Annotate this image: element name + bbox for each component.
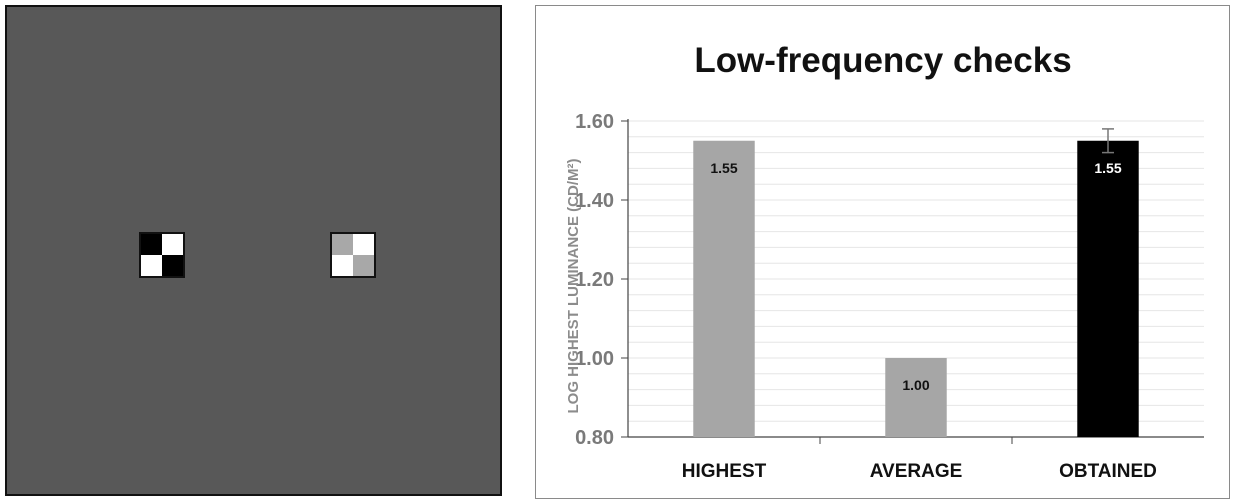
y-tick-label: 0.80 [575,427,614,449]
bar-obtained [1077,140,1139,437]
data-label: 1.00 [902,377,929,393]
y-tick-label: 1.40 [575,190,614,212]
y-tick-label: 1.00 [575,348,614,370]
y-tick-label: 1.20 [575,269,614,291]
chart-panel: Low-frequency checks 0.80 1.00 1.20 1.40 1.6… [535,5,1230,499]
checker-cell [353,255,374,276]
checker-cell [141,234,162,255]
stimulus-panel [5,5,502,496]
left-checker [139,232,185,278]
checker-cell [332,255,353,276]
bar-average [885,358,947,437]
right-checker [330,232,376,278]
bar-chart: Low-frequency checks 0.80 1.00 1.20 1.40 1.6… [565,41,1204,482]
checker-cell [353,234,374,255]
x-category-label: OBTAINED [1059,461,1157,482]
label-layer: 0.80 1.00 1.20 1.40 1.60 1.55 HIGHEST 1.00 AVERA… [575,111,1157,482]
bar-highest [693,140,755,437]
chart-title: Low-frequency checks [694,41,1071,80]
checker-cell [162,255,183,276]
y-tick-label: 1.60 [575,111,614,133]
x-category-label: HIGHEST [682,461,767,482]
y-axis-title: LOG HIGHEST LUMINANCE (CD/M²) [565,159,582,414]
bar-layer [693,128,1139,437]
data-label: 1.55 [710,160,737,176]
x-category-label: AVERAGE [870,461,963,482]
checker-cell [332,234,353,255]
data-label: 1.55 [1094,160,1121,176]
checker-cell [162,234,183,255]
checker-cell [141,255,162,276]
